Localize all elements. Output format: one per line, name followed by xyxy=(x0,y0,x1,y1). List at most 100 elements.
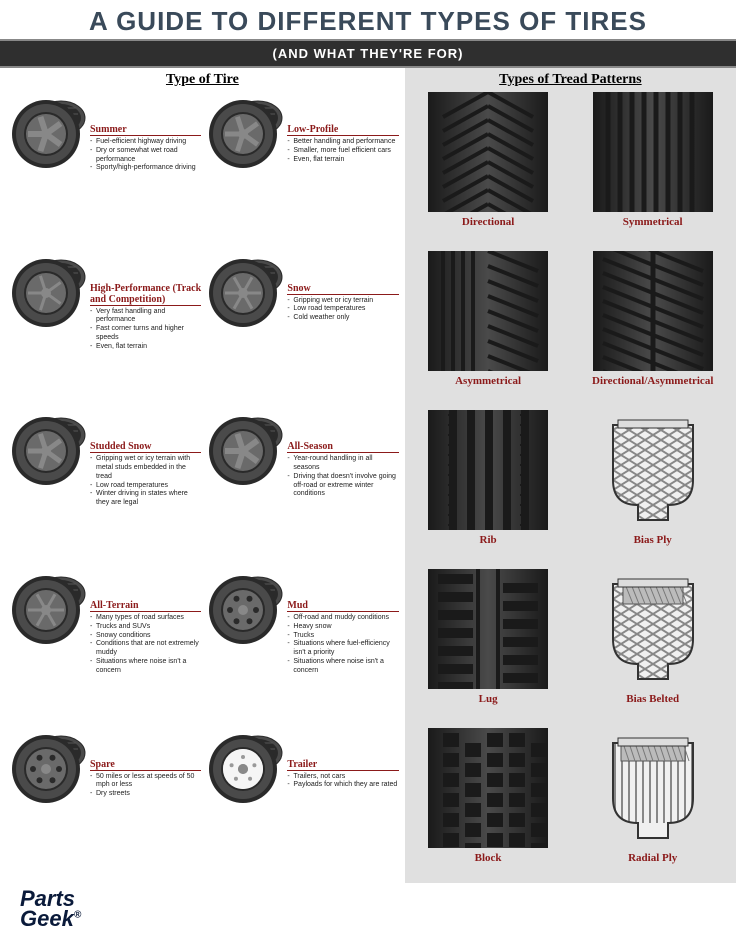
tire-icon xyxy=(203,729,283,809)
tread-item: Symmetrical xyxy=(575,92,730,247)
tire-item: Snow Gripping wet or icy terrainLow road … xyxy=(203,251,398,408)
tread-item: Bias Ply xyxy=(575,410,730,565)
tread-swatch xyxy=(428,410,548,530)
tread-label: Lug xyxy=(479,693,498,705)
tire-bullet: Year-round handling in all seasons xyxy=(287,455,398,473)
tire-grid: SummerFuel-efficient highway drivingDry … xyxy=(6,92,399,883)
tread-swatch xyxy=(593,410,713,530)
page-title: A GUIDE TO DIFFERENT TYPES OF TIRES xyxy=(0,0,736,39)
tire-bullets: Gripping wet or icy terrain with metal s… xyxy=(90,455,201,508)
tire-bullet: Payloads for which they are rated xyxy=(287,781,398,790)
tire-name: Snow xyxy=(287,283,398,295)
tire-bullet: Snowy conditions xyxy=(90,632,201,641)
logo-line2: Geek xyxy=(20,906,74,931)
tread-label: Block xyxy=(475,852,502,864)
tire-item: SummerFuel-efficient highway drivingDry … xyxy=(6,92,201,249)
tire-icon xyxy=(6,570,86,650)
tire-text: All-Terrain Many types of road surfacesTr… xyxy=(90,570,201,675)
tire-icon xyxy=(6,253,86,333)
tire-bullet: Off-road and muddy conditions xyxy=(287,614,398,623)
tire-bullets: Very fast handling and performanceFast c… xyxy=(90,308,201,352)
tire-item: All-Season Year-round handling in all sea… xyxy=(203,409,398,566)
tire-name: All-Season xyxy=(287,441,398,453)
tire-bullet: Conditions that are not extremely muddy xyxy=(90,640,201,658)
tire-text: Snow Gripping wet or icy terrainLow road … xyxy=(287,253,398,323)
tire-name: High-Performance (Track and Competition) xyxy=(90,283,201,306)
tire-icon xyxy=(6,94,86,174)
tire-bullet: Even, flat terrain xyxy=(90,343,201,352)
tire-bullet: Situations where noise isn't a concern xyxy=(90,658,201,676)
tread-label: Bias Belted xyxy=(626,693,679,705)
tire-item: High-Performance (Track and Competition)… xyxy=(6,251,201,408)
tire-icon xyxy=(203,253,283,333)
tire-item: Studded Snow Gripping wet or icy terrain … xyxy=(6,409,201,566)
tread-label: Symmetrical xyxy=(623,216,683,228)
tire-item: Trailer Trailers, not carsPayloads for wh… xyxy=(203,727,398,884)
tire-bullet: Trailers, not cars xyxy=(287,773,398,782)
tread-swatch xyxy=(428,569,548,689)
tread-label: Directional/Asymmetrical xyxy=(592,375,713,387)
tire-text: Trailer Trailers, not carsPayloads for wh… xyxy=(287,729,398,791)
tread-item: Asymmetrical xyxy=(411,251,566,406)
tire-bullet: Situations where fuel-efficiency isn't a… xyxy=(287,640,398,658)
tread-item: Radial Ply xyxy=(575,728,730,883)
tire-bullet: Sporty/high-performance driving xyxy=(90,164,201,173)
tire-bullet: Dry streets xyxy=(90,790,201,799)
tire-bullets: Trailers, not carsPayloads for which the… xyxy=(287,773,398,791)
tread-item: Bias Belted xyxy=(575,569,730,724)
tire-item: Low-Profile Better handling and performan… xyxy=(203,92,398,249)
page-subtitle: (AND WHAT THEY'RE FOR) xyxy=(0,39,736,68)
tire-bullet: Gripping wet or icy terrain with metal s… xyxy=(90,455,201,481)
tire-bullet: Trucks xyxy=(287,632,398,641)
tire-bullet: Fuel-efficient highway driving xyxy=(90,138,201,147)
tire-name: Low-Profile xyxy=(287,124,398,136)
tire-bullet: Low road temperatures xyxy=(90,482,201,491)
tire-bullet: 50 miles or less at speeds of 50 mph or … xyxy=(90,773,201,791)
tread-label: Bias Ply xyxy=(634,534,672,546)
tread-item: Directional/Asymmetrical xyxy=(575,251,730,406)
tire-bullet: Situations where noise isn't a concern xyxy=(287,658,398,676)
tire-text: MudOff-road and muddy conditionsHeavy sn… xyxy=(287,570,398,675)
tire-bullet: Even, flat terrain xyxy=(287,156,398,165)
tire-bullets: Better handling and performanceSmaller, … xyxy=(287,138,398,164)
tread-swatch xyxy=(593,728,713,848)
tire-types-header: Type of Tire xyxy=(6,72,399,88)
tire-text: All-Season Year-round handling in all sea… xyxy=(287,411,398,499)
tire-bullets: Many types of road surfacesTrucks and SU… xyxy=(90,614,201,675)
tire-bullets: Gripping wet or icy terrainLow road temp… xyxy=(287,297,398,323)
tire-name: All-Terrain xyxy=(90,600,201,612)
tire-bullet: Winter driving in states where they are … xyxy=(90,490,201,508)
tread-item: Directional xyxy=(411,92,566,247)
tire-bullet: Driving that doesn't involve going off-r… xyxy=(287,473,398,499)
tire-text: High-Performance (Track and Competition)… xyxy=(90,253,201,352)
tread-grid: Directional Symmetrical Asymmetrical Dir… xyxy=(411,92,730,883)
tread-swatch xyxy=(428,92,548,212)
tire-bullet: Cold weather only xyxy=(287,314,398,323)
tread-patterns-panel: Types of Tread Patterns Directional Symm… xyxy=(405,68,736,883)
tread-header: Types of Tread Patterns xyxy=(411,72,730,88)
tire-item: Spare 50 miles or less at speeds of 50 mp… xyxy=(6,727,201,884)
footer: Parts Geek® xyxy=(0,883,736,935)
tread-item: Rib xyxy=(411,410,566,565)
tire-name: Spare xyxy=(90,759,201,771)
main-content: Type of Tire SummerFuel-efficient highwa… xyxy=(0,68,736,883)
tire-text: Low-Profile Better handling and performan… xyxy=(287,94,398,164)
logo-reg: ® xyxy=(74,910,81,921)
tire-bullets: Off-road and muddy conditionsHeavy snowT… xyxy=(287,614,398,675)
tire-name: Trailer xyxy=(287,759,398,771)
tire-text: Studded Snow Gripping wet or icy terrain … xyxy=(90,411,201,508)
tread-label: Rib xyxy=(480,534,497,546)
tread-label: Asymmetrical xyxy=(455,375,521,387)
tire-bullet: Heavy snow xyxy=(287,623,398,632)
tread-swatch xyxy=(593,569,713,689)
tread-label: Directional xyxy=(462,216,514,228)
tread-swatch xyxy=(593,251,713,371)
tire-name: Studded Snow xyxy=(90,441,201,453)
tread-label: Radial Ply xyxy=(628,852,677,864)
tire-bullet: Fast corner turns and higher speeds xyxy=(90,325,201,343)
tire-bullet: Smaller, more fuel efficient cars xyxy=(287,147,398,156)
tire-icon xyxy=(6,729,86,809)
tire-bullets: Year-round handling in all seasonsDrivin… xyxy=(287,455,398,499)
tire-bullet: Low road temperatures xyxy=(287,305,398,314)
tire-text: Spare 50 miles or less at speeds of 50 mp… xyxy=(90,729,201,799)
